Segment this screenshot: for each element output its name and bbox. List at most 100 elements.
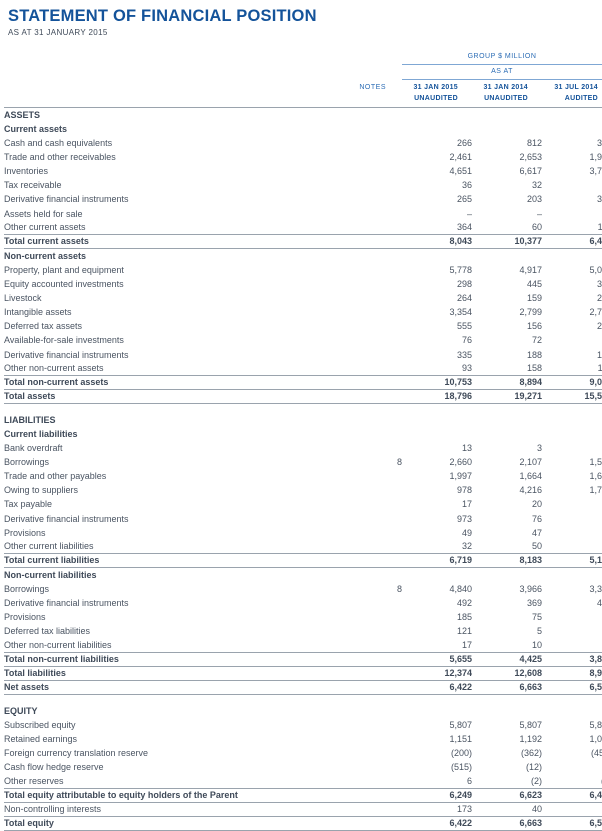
row-value-0: 265 — [456, 194, 472, 205]
table-row: Derivative financial instruments 492 369 41… — [4, 596, 602, 610]
section-total-label: Total equity — [4, 815, 342, 831]
row-label: Borrowings — [4, 584, 50, 594]
page-title: STATEMENT OF FINANCIAL POSITION — [8, 7, 317, 25]
row-value-2: 82 — [542, 760, 602, 774]
row-value-1: 2,653 — [519, 152, 542, 163]
row-value-0: 76 — [461, 335, 472, 346]
row-value-1 — [472, 704, 542, 718]
row-label: Other current liabilities — [4, 541, 94, 552]
table-row: Derivative financial instruments 335 188 15… — [4, 347, 602, 361]
row-note-ref — [342, 746, 402, 760]
row-value-2 — [542, 122, 602, 136]
row-value-0: 264 — [456, 293, 472, 304]
row-value-1: 19,271 — [472, 389, 542, 405]
row-label: Subscribed equity — [4, 719, 76, 730]
row-value-2: 30 — [542, 511, 602, 525]
row-value-1: 20 — [531, 499, 542, 510]
column-header-block: GROUP $ MILLION AS AT NOTES 31 JAN 2015 … — [4, 53, 602, 107]
row-value-2: 5,091 — [589, 264, 602, 275]
row-value-1: 50 — [531, 541, 542, 552]
row-value-0: 121 — [456, 626, 472, 637]
row-value-2: 6,534 — [542, 815, 602, 831]
row-value-2: 20 — [542, 178, 602, 192]
row-value-2: 3,701 — [589, 166, 602, 177]
row-value-2 — [542, 413, 602, 427]
row-note-ref — [342, 553, 402, 569]
group-subheading: Current assets — [4, 122, 602, 136]
group-subheading-label: Current assets — [4, 124, 68, 134]
notes-column-header: NOTES — [359, 84, 386, 92]
row-value-0: 5,807 — [449, 719, 472, 730]
row-value-2: 3,364 — [589, 584, 602, 594]
column-header-2-date: 31 JUL 2014 — [554, 84, 598, 92]
row-value-2: 47 — [542, 526, 602, 540]
row-value-1: 10,377 — [472, 234, 542, 250]
row-label: Derivative financial instruments — [4, 349, 129, 360]
row-label: Other non-current assets — [4, 363, 104, 374]
spacer-cell — [4, 404, 602, 413]
row-value-1: 75 — [531, 612, 542, 623]
row-value-0: 1,997 — [449, 471, 472, 482]
section-total-label: Total assets — [4, 389, 342, 405]
table-row: Other reserves 6 (2)(1) — [4, 774, 602, 788]
row-label: Derivative financial instruments — [4, 194, 129, 205]
row-note-ref — [342, 704, 402, 718]
row-value-0: 335 — [456, 349, 472, 360]
row-note-ref — [342, 413, 402, 427]
section-heading-label: EQUITY — [4, 705, 38, 716]
row-label: Other current assets — [4, 222, 86, 233]
row-value-2: 21 — [542, 441, 602, 455]
row-note-ref — [342, 192, 402, 206]
row-value-2: 6,534 — [542, 680, 602, 696]
row-value-1: 72 — [531, 335, 542, 346]
table-row: Property, plant and equipment 5,778 4,917 5… — [4, 263, 602, 277]
group-subheading: Current liabilities — [4, 427, 602, 441]
row-value-1: 4,917 — [519, 264, 542, 275]
row-note-ref — [342, 249, 402, 263]
row-label: Assets held for sale — [4, 208, 83, 219]
row-label: Derivative financial instruments — [4, 598, 129, 609]
row-value-1: 3,966 — [519, 584, 542, 594]
table-row: Cash flow hedge reserve (515) (12)82 — [4, 760, 602, 774]
row-value-1: 40 — [531, 803, 542, 814]
table-row: Derivative financial instruments 265 203 30… — [4, 192, 602, 206]
row-value-1: (362) — [520, 748, 542, 759]
row-value-1: 203 — [526, 194, 542, 205]
row-note-ref — [342, 802, 402, 816]
table-row: Trade and other receivables 2,461 2,653 1,9… — [4, 150, 602, 164]
row-note-ref — [342, 122, 402, 136]
group-rule — [402, 64, 602, 66]
row-value-1: 1,664 — [519, 471, 542, 482]
row-value-1: 812 — [526, 138, 542, 149]
row-note-ref — [342, 206, 402, 220]
group-total-label: Total non-current assets — [4, 375, 342, 391]
row-value-0: 36 — [461, 180, 472, 191]
table-row: Owing to suppliers 978 4,216 1,771 — [4, 483, 602, 497]
row-note-ref — [342, 732, 402, 746]
row-value-0: (515) — [450, 762, 472, 773]
section-spacer — [4, 695, 602, 704]
row-note-ref — [342, 497, 402, 511]
row-value-1: 445 — [526, 279, 542, 290]
row-value-0: 1,151 — [449, 733, 472, 744]
row-value-0: – — [466, 208, 472, 219]
table-row: Tax payable 17 2018 — [4, 497, 602, 511]
row-value-1: 47 — [531, 527, 542, 538]
row-note-ref — [342, 362, 402, 376]
row-value-2: 5,133 — [542, 553, 602, 569]
section-heading-assets: ASSETS — [4, 107, 602, 122]
row-value-0: 17 — [461, 639, 472, 650]
table-row: Assets held for sale––58 — [4, 206, 602, 220]
statement-page: STATEMENT OF FINANCIAL POSITION AS AT 31… — [4, 7, 602, 831]
row-value-1 — [472, 568, 542, 582]
page-subtitle: AS AT 31 JANUARY 2015 — [8, 28, 108, 38]
row-label: Tax receivable — [4, 180, 62, 191]
row-value-2: 202 — [596, 293, 602, 304]
row-value-1: 4,425 — [472, 651, 542, 667]
table-row: Other current assets 364 60 112 — [4, 221, 602, 235]
row-label: Provisions — [4, 612, 46, 623]
row-value-0: 173 — [456, 803, 472, 814]
row-value-0 — [402, 122, 472, 136]
